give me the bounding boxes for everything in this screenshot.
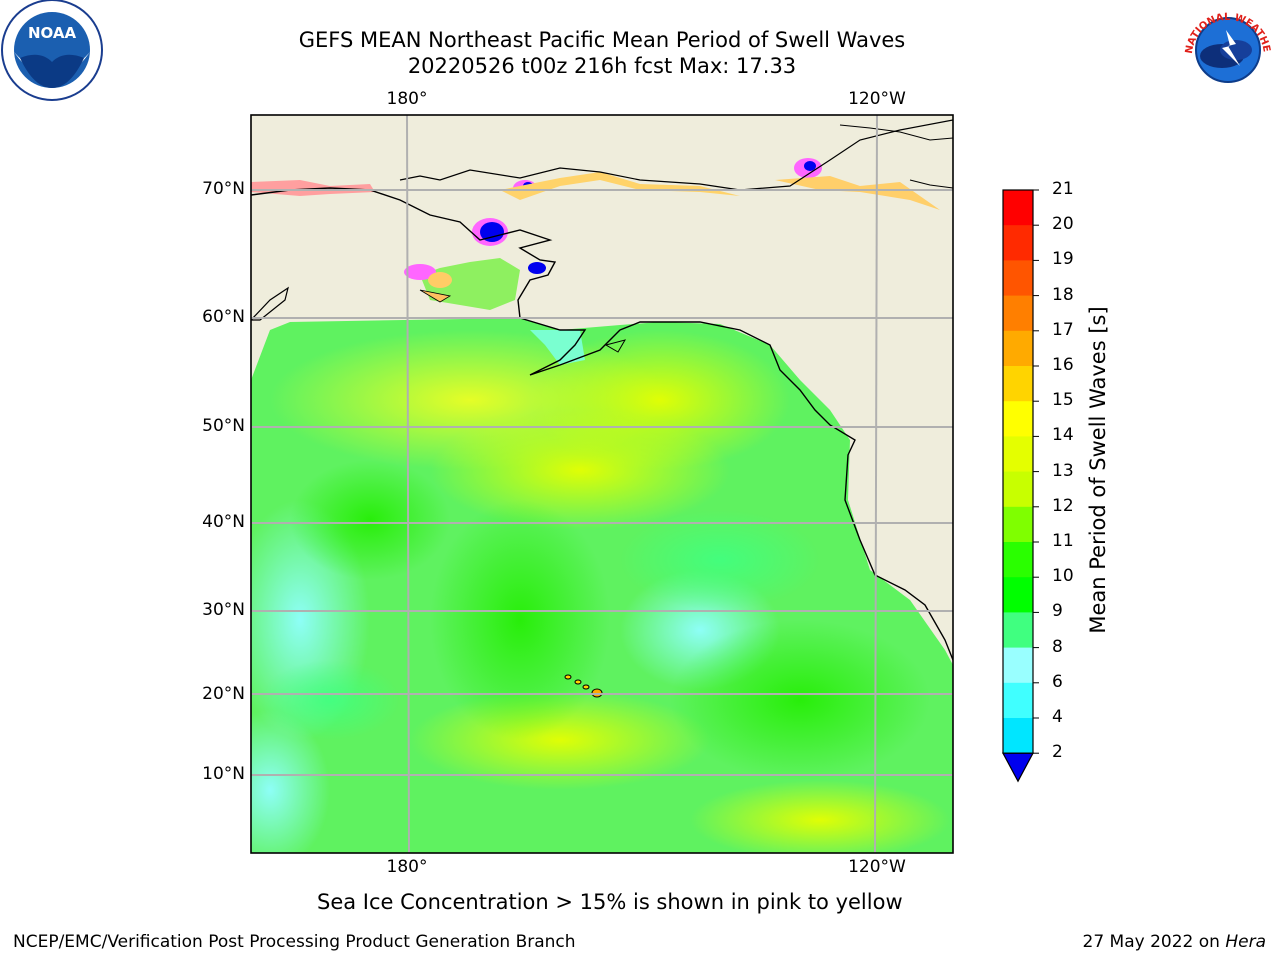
gridlines bbox=[251, 115, 953, 853]
colorbar-tick-label: 4 bbox=[1052, 707, 1063, 727]
colorbar-segment bbox=[1003, 330, 1033, 367]
lat-label-40n: 40°N bbox=[202, 512, 245, 532]
nws-logo: NATIONAL WEATHER SERVICE bbox=[1178, 0, 1276, 98]
colorbar-tick-label: 12 bbox=[1052, 495, 1074, 516]
lat-label-70n: 70°N bbox=[202, 179, 245, 199]
colorbar-tick-label: 11 bbox=[1052, 531, 1074, 551]
lat-label-60n: 60°N bbox=[202, 307, 245, 327]
lon-label-top-180: 180° bbox=[386, 89, 428, 109]
colorbar-tick-label: 21 bbox=[1052, 179, 1074, 199]
footer-date-text: 27 May 2022 on bbox=[1082, 932, 1226, 952]
colorbar-tick-label: 17 bbox=[1052, 319, 1074, 340]
colorbar-segment bbox=[1003, 260, 1033, 297]
colorbar-segment bbox=[1003, 436, 1033, 473]
colorbar-tick-label: 8 bbox=[1052, 636, 1063, 657]
colorbar-tick-label: 2 bbox=[1052, 742, 1063, 763]
lon-label-bottom-180: 180° bbox=[386, 857, 428, 877]
noaa-logo: NOAA bbox=[1, 0, 103, 101]
colorbar-label: Mean Period of Swell Waves [s] bbox=[1086, 306, 1110, 634]
sea-ice-note: Sea Ice Concentration > 15% is shown in … bbox=[317, 890, 903, 914]
colorbar-segment bbox=[1003, 190, 1033, 226]
colorbar-segment bbox=[1003, 366, 1033, 402]
chart-subtitle: 20220526 t00z 216h fcst Max: 17.33 bbox=[407, 54, 797, 78]
lat-label-50n: 50°N bbox=[202, 416, 245, 436]
colorbar-segment bbox=[1003, 542, 1033, 578]
colorbar-segment bbox=[1003, 682, 1033, 719]
lon-label-top-120w: 120°W bbox=[848, 89, 906, 109]
colorbar-segment bbox=[1003, 647, 1033, 684]
footer-credit: NCEP/EMC/Verification Post Processing Pr… bbox=[13, 932, 576, 952]
colorbar-tick-label: 10 bbox=[1052, 566, 1074, 587]
colorbar-segment bbox=[1003, 401, 1033, 437]
colorbar-extend-arrow bbox=[1001, 752, 1035, 783]
colorbar-tick-label: 20 bbox=[1052, 214, 1074, 235]
lat-label-30n: 30°N bbox=[202, 600, 245, 620]
colorbar-segment bbox=[1003, 612, 1033, 649]
footer-date: 27 May 2022 on Hera bbox=[1083, 932, 1267, 952]
coastline bbox=[251, 187, 953, 661]
colorbar-segment bbox=[1003, 471, 1033, 508]
colorbar-tick-label: 16 bbox=[1052, 355, 1074, 375]
colorbar-segment bbox=[1003, 506, 1033, 543]
colorbar-tick-label: 18 bbox=[1052, 284, 1074, 305]
lon-label-bottom-120w: 120°W bbox=[848, 857, 906, 877]
colorbar-tick-label: 19 bbox=[1052, 249, 1074, 270]
colorbar-segment bbox=[1003, 718, 1033, 754]
colorbar-segment bbox=[1003, 577, 1033, 613]
colorbar-tick-label: 14 bbox=[1052, 425, 1074, 446]
colorbar-tick-label: 9 bbox=[1052, 601, 1063, 622]
colorbar-segment bbox=[1003, 295, 1033, 332]
lat-label-20n: 20°N bbox=[202, 684, 245, 704]
footer-machine: Hera bbox=[1225, 932, 1266, 952]
noaa-logo-text: NOAA bbox=[28, 24, 77, 42]
map-frame bbox=[250, 114, 954, 854]
colorbar-tick-label: 13 bbox=[1052, 460, 1074, 481]
colorbar-tick-label: 6 bbox=[1052, 671, 1063, 692]
lat-label-10n: 10°N bbox=[202, 764, 245, 784]
colorbar-tick-label: 15 bbox=[1052, 390, 1074, 411]
chart-title: GEFS MEAN Northeast Pacific Mean Period … bbox=[298, 28, 906, 52]
colorbar-segment bbox=[1003, 225, 1033, 261]
